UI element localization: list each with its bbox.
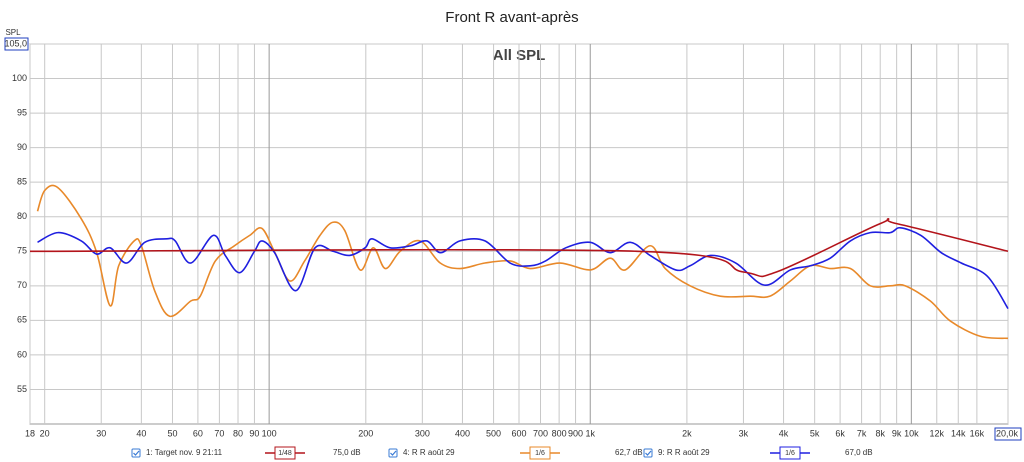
legend-level: 62,7 dB <box>615 448 643 457</box>
x-tick-label: 8k <box>875 428 885 438</box>
y-tick-label: 60 <box>17 349 27 359</box>
x-tick-label: 16k <box>970 428 985 438</box>
x-tick-label: 900 <box>568 428 583 438</box>
y-tick-label: 80 <box>17 211 27 221</box>
x-tick-label: 1k <box>585 428 595 438</box>
x-tick-label: 4k <box>779 428 789 438</box>
y-tick-label: 105,0 <box>4 38 27 48</box>
x-tick-label: 70 <box>214 428 224 438</box>
legend-smoothing: 1/6 <box>785 450 795 457</box>
x-tick-label: 80 <box>233 428 243 438</box>
x-tick-label: 3k <box>739 428 749 438</box>
legend-smoothing-box <box>529 446 551 460</box>
x-tick-label: 90 <box>249 428 259 438</box>
y-tick-label: 70 <box>17 280 27 290</box>
legend-checkbox[interactable] <box>131 448 141 458</box>
x-tick-label: 7k <box>857 428 867 438</box>
legend-smoothing-box <box>779 446 801 460</box>
x-tick-label: 10k <box>904 428 919 438</box>
legend-check <box>133 450 140 456</box>
series-line <box>37 226 1009 310</box>
x-tick-label: 500 <box>486 428 501 438</box>
x-tick-label: 40 <box>136 428 146 438</box>
legend-label: 9: R R août 29 <box>658 448 710 457</box>
x-tick-label: 9k <box>892 428 902 438</box>
legend-check <box>645 450 652 456</box>
legend-smoothing-box <box>274 446 296 460</box>
x-tick-label: 2k <box>682 428 692 438</box>
x-tick-label: 700 <box>533 428 548 438</box>
legend-smoothing: 1/6 <box>535 450 545 457</box>
x-tick-label: 300 <box>415 428 430 438</box>
legend-check <box>390 450 397 456</box>
legend-level: 75,0 dB <box>333 448 361 457</box>
legend-item: 9: R R août 29 1/6 67,0 dB <box>643 446 873 460</box>
legend-item: 4: R R août 29 1/6 62,7 dB <box>388 446 643 460</box>
x-tick-label: 100 <box>262 428 277 438</box>
legend-item: 1: Target nov. 9 21:11 1/48 75,0 dB <box>131 446 361 460</box>
y-tick-label: 100 <box>12 73 27 83</box>
legend-checkbox[interactable] <box>643 448 653 458</box>
y-tick-label: 65 <box>17 315 27 325</box>
legend-smoothing: 1/48 <box>278 450 292 457</box>
y-tick-label: 75 <box>17 246 27 256</box>
x-tick-label: 50 <box>167 428 177 438</box>
x-tick-label: 30 <box>96 428 106 438</box>
x-tick-label: 12k <box>930 428 945 438</box>
limit-box <box>994 427 1022 441</box>
series-line <box>29 218 1009 278</box>
y-tick-label: 90 <box>17 142 27 152</box>
chart-title: Front R avant-après <box>445 9 578 26</box>
y-axis-label: SPL <box>5 28 21 37</box>
legend-level: 67,0 dB <box>845 448 873 457</box>
legend-label: 4: R R août 29 <box>403 448 455 457</box>
x-tick-label: 5k <box>810 428 820 438</box>
limit-box <box>4 37 29 51</box>
legend-label: 1: Target nov. 9 21:11 <box>146 448 223 457</box>
y-tick-label: 85 <box>17 177 27 187</box>
x-tick-label: 600 <box>511 428 526 438</box>
x-tick-label: 20 <box>40 428 50 438</box>
x-tick-label: 400 <box>455 428 470 438</box>
grid <box>29 43 1009 424</box>
x-tick-label: 200 <box>358 428 373 438</box>
y-tick-label: 95 <box>17 107 27 117</box>
x-tick-label: 14k <box>951 428 966 438</box>
x-tick-label: 60 <box>193 428 203 438</box>
x-tick-label: 6k <box>835 428 845 438</box>
x-tick-label: 20,0k <box>996 428 1019 438</box>
y-tick-label: 55 <box>17 384 27 394</box>
x-tick-label: 800 <box>552 428 567 438</box>
legend-checkbox[interactable] <box>388 448 398 458</box>
x-tick-label: 18 <box>25 428 35 438</box>
